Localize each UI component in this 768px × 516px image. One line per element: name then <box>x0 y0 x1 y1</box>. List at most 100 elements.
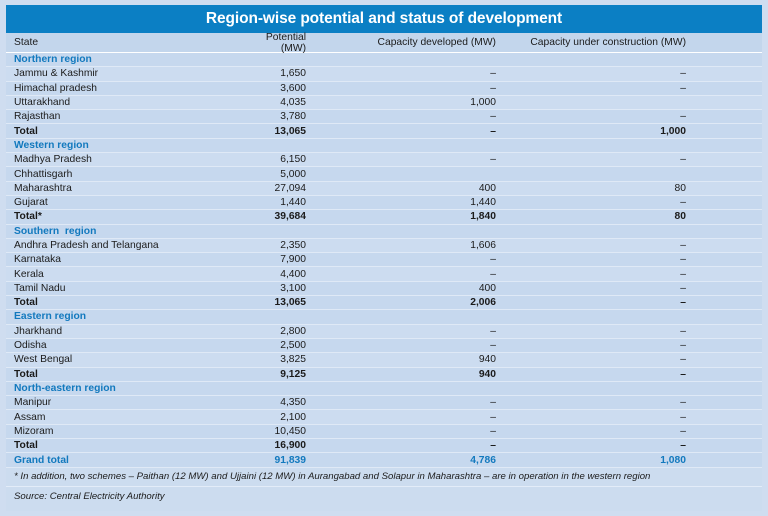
table-row: Andhra Pradesh and Telangana 2,350 1,606 – <box>6 238 762 254</box>
cell-state: Grand total <box>14 454 69 466</box>
cell-capacity-developed: – <box>490 154 496 166</box>
cell-capacity-under-construction: – <box>680 282 686 294</box>
cell-potential: 3,100 <box>280 282 306 294</box>
cell-state: Total <box>14 440 38 452</box>
cell-state: Total* <box>14 211 42 223</box>
cell-potential: 39,684 <box>274 211 307 223</box>
cell-state: Odisha <box>14 340 47 352</box>
cell-state: Mizoram <box>14 425 54 437</box>
column-header-capacity-under-construction: Capacity under construction (MW) <box>530 37 686 48</box>
table-row-region-header: Western region <box>6 138 762 154</box>
table-row: Maharashtra 27,094 400 80 <box>6 181 762 196</box>
cell-capacity-under-construction: – <box>680 68 686 80</box>
cell-state: Northern region <box>14 54 92 66</box>
table-row: Odisha 2,500 – – <box>6 338 762 354</box>
cell-potential: 3,825 <box>280 354 306 366</box>
cell-capacity-developed: 1,606 <box>470 240 496 251</box>
cell-state: Chhattisgarh <box>14 168 73 180</box>
cell-state: Gujarat <box>14 197 48 209</box>
cell-potential: 2,350 <box>280 240 306 251</box>
cell-capacity-developed: 1,840 <box>470 211 496 223</box>
cell-capacity-under-construction: – <box>680 425 686 437</box>
cell-capacity-under-construction: – <box>680 254 686 266</box>
cell-state: West Bengal <box>14 354 73 366</box>
cell-state: Jharkhand <box>14 325 63 337</box>
cell-capacity-developed: – <box>490 397 496 409</box>
source-text: Source: Central Electricity Authority <box>14 490 165 502</box>
cell-state: Southern region <box>14 225 97 237</box>
table-row-total: Total 13,065 2,006 – <box>6 296 762 311</box>
cell-capacity-under-construction: – <box>680 411 686 423</box>
cell-capacity-developed: 1,000 <box>470 97 496 109</box>
cell-capacity-developed: – <box>490 125 496 137</box>
column-header-state: State <box>14 37 39 48</box>
cell-state: Total <box>14 297 38 309</box>
cell-potential: 2,500 <box>280 340 306 352</box>
cell-capacity-under-construction: – <box>680 154 686 166</box>
cell-capacity-developed: 400 <box>478 282 496 294</box>
cell-capacity-developed: 400 <box>478 182 496 194</box>
cell-capacity-developed: – <box>490 325 496 337</box>
cell-capacity-developed: – <box>490 411 496 423</box>
cell-capacity-developed: – <box>490 111 496 123</box>
cell-capacity-developed: 4,786 <box>470 454 496 466</box>
cell-capacity-under-construction: 80 <box>674 182 686 194</box>
cell-potential: 7,900 <box>280 254 306 266</box>
column-header-capacity-developed: Capacity developed (MW) <box>377 37 496 48</box>
cell-capacity-under-construction: 1,080 <box>660 454 686 466</box>
cell-state: Tamil Nadu <box>14 282 66 294</box>
cell-state: North-eastern region <box>14 382 116 394</box>
cell-capacity-developed: – <box>490 440 496 452</box>
cell-capacity-developed: – <box>490 254 496 266</box>
cell-potential: 4,350 <box>280 397 306 409</box>
cell-potential: 2,800 <box>280 325 306 337</box>
cell-potential: 27,094 <box>274 182 307 194</box>
cell-potential: 9,125 <box>280 368 306 380</box>
cell-state: Eastern region <box>14 311 87 323</box>
table-row: Rajasthan 3,780 – – <box>6 110 762 125</box>
cell-state: Assam <box>14 411 46 423</box>
cell-capacity-developed: – <box>490 68 496 80</box>
cell-potential: 6,150 <box>280 154 306 166</box>
cell-capacity-under-construction: – <box>680 440 686 452</box>
cell-potential: 4,035 <box>280 97 306 109</box>
cell-capacity-under-construction: 1,000 <box>660 125 686 137</box>
cell-capacity-developed: 940 <box>478 368 496 380</box>
table-row-region-header: Southern region <box>6 224 762 239</box>
table-row: Madhya Pradesh 6,150 – – <box>6 153 762 168</box>
cell-capacity-developed: 1,440 <box>470 197 496 209</box>
cell-potential: 91,839 <box>274 454 307 466</box>
table-row-region-header: Eastern region <box>6 310 762 325</box>
cell-potential: 3,780 <box>280 111 306 123</box>
table-row: Uttarakhand 4,035 1,000 <box>6 95 762 111</box>
cell-capacity-under-construction: – <box>680 111 686 123</box>
cell-potential: 13,065 <box>274 297 307 309</box>
table-row-grand-total: Grand total 91,839 4,786 1,080 <box>6 453 762 469</box>
table-row-total: Total 16,900 – – <box>6 439 762 454</box>
cell-potential: 3,600 <box>280 82 306 94</box>
cell-capacity-under-construction: – <box>680 340 686 352</box>
cell-capacity-under-construction: 80 <box>674 211 686 223</box>
table-row-total: Total 13,065 – 1,000 <box>6 124 762 139</box>
table-row: Gujarat 1,440 1,440 – <box>6 195 762 211</box>
table-row: Himachal pradesh 3,600 – – <box>6 81 762 96</box>
cell-state: Andhra Pradesh and Telangana <box>14 240 159 251</box>
table-row: Chhattisgarh 5,000 <box>6 167 762 182</box>
cell-state: Kerala <box>14 268 44 280</box>
table-footnotes: * In addition, two schemes – Paithan (12… <box>6 468 762 506</box>
table-row: West Bengal 3,825 940 – <box>6 353 762 368</box>
cell-capacity-developed: – <box>490 268 496 280</box>
cell-capacity-developed: – <box>490 340 496 352</box>
footnote-text: * In addition, two schemes – Paithan (12… <box>6 468 762 487</box>
table-row-region-header: Northern region <box>6 53 762 68</box>
cell-state: Total <box>14 368 38 380</box>
table-row-total: Total* 39,684 1,840 80 <box>6 210 762 225</box>
cell-capacity-under-construction: – <box>680 240 686 251</box>
cell-potential: 2,100 <box>280 411 306 423</box>
cell-state: Jammu & Kashmir <box>14 68 99 80</box>
cell-capacity-under-construction: – <box>680 325 686 337</box>
cell-capacity-developed: – <box>490 425 496 437</box>
cell-capacity-under-construction: – <box>680 368 686 380</box>
cell-state: Manipur <box>14 397 52 409</box>
